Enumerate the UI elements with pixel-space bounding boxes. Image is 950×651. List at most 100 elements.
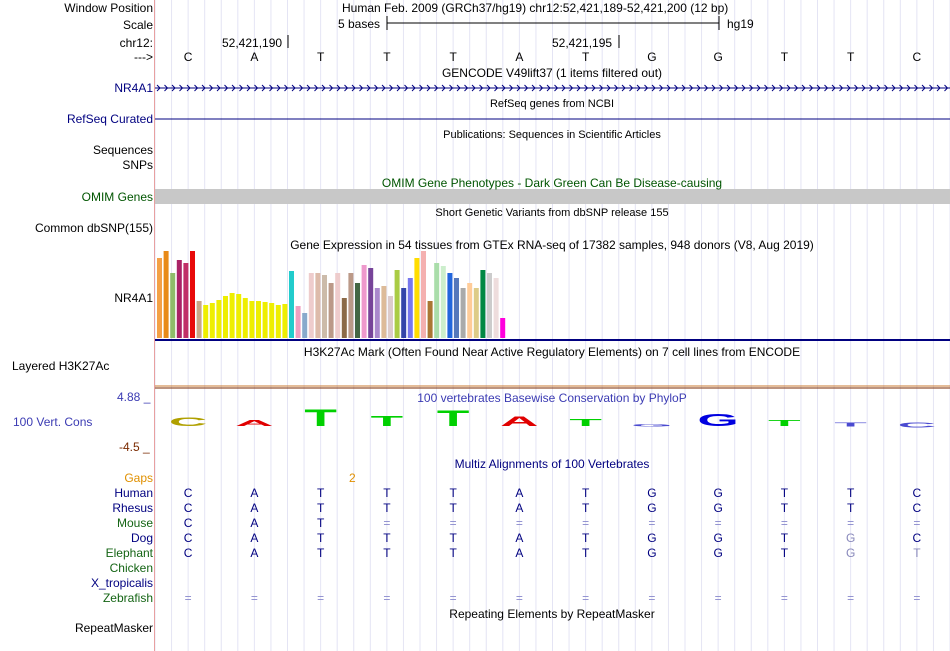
gtex-tissue-bar[interactable]: [196, 301, 202, 338]
gtex-tissue-bar[interactable]: [341, 298, 347, 338]
gencode-track-label[interactable]: NR4A1: [114, 81, 153, 95]
gtex-tissue-bar[interactable]: [236, 294, 242, 338]
gtex-tissue-bar[interactable]: [163, 251, 169, 338]
gtex-tissue-bar[interactable]: [223, 296, 228, 338]
gtex-tissue-bar[interactable]: [262, 302, 268, 338]
gtex-tissue-bar[interactable]: [361, 265, 367, 338]
gene-strand-chevron: [426, 84, 431, 92]
alignment-base: C: [183, 531, 193, 545]
omim-track-label[interactable]: OMIM Genes: [81, 190, 153, 204]
repeatmasker-track-label[interactable]: RepeatMasker: [74, 621, 153, 635]
dbsnp-track-title[interactable]: Short Genetic Variants from dbSNP releas…: [435, 207, 669, 219]
species-label[interactable]: Elephant: [105, 546, 153, 560]
gtex-tissue-bar[interactable]: [401, 288, 407, 338]
publications-label-sequences[interactable]: Sequences: [92, 143, 153, 157]
gtex-tissue-bar[interactable]: [176, 260, 182, 338]
gtex-tissue-bar[interactable]: [229, 293, 235, 338]
species-label[interactable]: Dog: [130, 531, 153, 545]
gtex-tissue-bar[interactable]: [388, 296, 393, 338]
gene-strand-chevron: [621, 84, 626, 92]
phylop-track-label[interactable]: 100 Vert. Cons: [13, 415, 93, 429]
gtex-tissue-bar[interactable]: [295, 306, 301, 338]
sidebar-divider: [154, 0, 155, 651]
publications-label-snps[interactable]: SNPs: [122, 158, 153, 172]
gtex-tissue-bar[interactable]: [434, 263, 440, 338]
dbsnp-track-label[interactable]: Common dbSNP(155): [34, 221, 153, 235]
refseq-track-title[interactable]: RefSeq genes from NCBI: [489, 98, 615, 110]
base-letter: T: [581, 50, 590, 64]
gene-strand-chevron: [396, 84, 401, 92]
h3k27ac-track-label[interactable]: Layered H3K27Ac: [12, 359, 110, 373]
gtex-tissue-bar[interactable]: [440, 266, 446, 338]
gtex-track-title[interactable]: Gene Expression in 54 tissues from GTEx …: [290, 238, 814, 252]
species-label[interactable]: Chicken: [109, 561, 153, 575]
species-label[interactable]: Rhesus: [112, 501, 153, 515]
species-label[interactable]: Human: [114, 486, 153, 500]
species-label[interactable]: X_tropicalis: [90, 576, 153, 590]
gtex-tissue-bar[interactable]: [460, 288, 466, 338]
gtex-tissue-bar[interactable]: [302, 313, 308, 338]
gtex-tissue-bar[interactable]: [157, 258, 162, 338]
gtex-tissue-bar[interactable]: [374, 288, 380, 338]
gtex-tissue-bar[interactable]: [467, 283, 473, 338]
gtex-tissue-bar[interactable]: [407, 278, 413, 338]
gtex-tissue-bar[interactable]: [242, 298, 248, 338]
gene-strand-chevron: [494, 84, 499, 92]
gtex-tissue-bar[interactable]: [355, 283, 360, 338]
gtex-tissue-bar[interactable]: [414, 258, 420, 338]
gtex-tissue-bar[interactable]: [275, 305, 281, 338]
refseq-track-label[interactable]: RefSeq Curated: [66, 112, 153, 126]
multiz-track-title[interactable]: Multiz Alignments of 100 Vertebrates: [454, 457, 650, 471]
gtex-tissue-bar[interactable]: [322, 275, 327, 338]
gene-strand-chevron: [449, 84, 454, 92]
omim-bar[interactable]: [155, 189, 950, 204]
species-label[interactable]: Zebrafish: [102, 591, 153, 605]
gtex-tissue-bar[interactable]: [348, 273, 354, 338]
gtex-tissue-bar[interactable]: [368, 268, 374, 338]
gtex-tissue-bar[interactable]: [394, 270, 400, 338]
gtex-tissue-bar[interactable]: [427, 301, 433, 338]
publications-track-title[interactable]: Publications: Sequences in Scientific Ar…: [443, 129, 661, 141]
gtex-tissue-bar[interactable]: [335, 273, 341, 338]
repeatmasker-track-title[interactable]: Repeating Elements by RepeatMasker: [449, 607, 655, 621]
gene-strand-chevron: [441, 84, 446, 92]
gtex-tissue-bar[interactable]: [183, 263, 189, 338]
gtex-tissue-bar[interactable]: [203, 305, 209, 338]
gtex-tissue-bar[interactable]: [315, 273, 321, 338]
gene-strand-chevron: [636, 84, 641, 92]
species-label[interactable]: Mouse: [116, 516, 153, 530]
gtex-tissue-bar[interactable]: [487, 273, 492, 338]
gtex-tissue-bar[interactable]: [447, 273, 453, 338]
gtex-tissue-bar[interactable]: [289, 271, 294, 338]
gtex-tissue-bar[interactable]: [493, 278, 499, 338]
gtex-tissue-bar[interactable]: [500, 318, 506, 338]
gene-strand-chevron: [336, 84, 341, 92]
gtex-tissue-bar[interactable]: [381, 286, 387, 338]
alignment-base: C: [183, 486, 193, 500]
alignment-base: G: [713, 531, 723, 545]
gtex-tissue-bar[interactable]: [473, 288, 479, 338]
gtex-tissue-bar[interactable]: [454, 278, 459, 338]
gtex-tissue-bar[interactable]: [249, 301, 255, 338]
gene-strand-chevron: [861, 84, 866, 92]
gtex-tissue-bar[interactable]: [170, 273, 176, 338]
gtex-tissue-bar[interactable]: [282, 304, 288, 338]
gtex-tissue-bar[interactable]: [269, 303, 275, 338]
gtex-tissue-bar[interactable]: [256, 301, 261, 338]
gtex-tissue-bar[interactable]: [209, 303, 215, 338]
gtex-tissue-bar[interactable]: [480, 270, 486, 338]
base-letter: T: [383, 50, 391, 64]
gtex-track-label[interactable]: NR4A1: [114, 291, 153, 305]
gencode-track-title[interactable]: GENCODE V49lift37 (1 items filtered out): [441, 66, 663, 80]
alignment-base: =: [913, 591, 921, 605]
omim-track-title[interactable]: OMIM Gene Phenotypes - Dark Green Can Be…: [381, 176, 723, 190]
h3k27ac-track-title[interactable]: H3K27Ac Mark (Often Found Near Active Re…: [303, 345, 801, 359]
gtex-tissue-bar[interactable]: [308, 273, 314, 338]
gtex-tissue-bar[interactable]: [421, 251, 426, 338]
gtex-tissue-bar[interactable]: [190, 251, 195, 338]
alignment-base: T: [581, 546, 590, 560]
gtex-tissue-bar[interactable]: [216, 300, 222, 338]
gtex-tissue-bar[interactable]: [328, 283, 334, 338]
phylop-track-title[interactable]: 100 vertebrates Basewise Conservation by…: [417, 391, 687, 405]
